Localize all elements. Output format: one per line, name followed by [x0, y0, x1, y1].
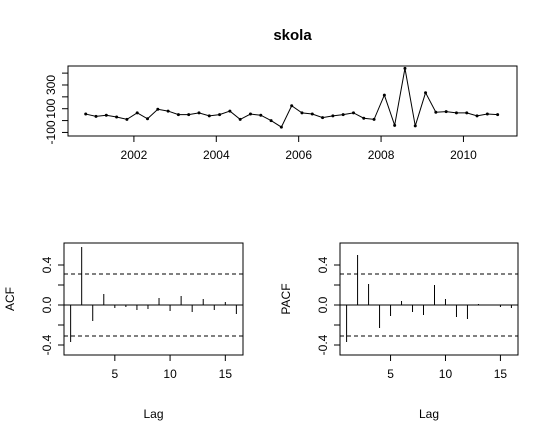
chart-title: skola [273, 27, 312, 44]
data-point [238, 117, 242, 121]
data-point [331, 114, 335, 118]
data-point [279, 125, 283, 129]
data-point [496, 113, 500, 117]
data-point [156, 107, 160, 111]
data-point [444, 110, 448, 114]
data-point [248, 112, 252, 116]
data-point [94, 114, 98, 118]
data-point [424, 91, 428, 95]
data-point [269, 119, 273, 123]
time-series-panel: 2002 2004 2006 2008 2010 -100 100 300 skola [44, 27, 518, 162]
data-point [84, 112, 88, 116]
y-axis-label: ACF [3, 287, 17, 311]
data-point [166, 109, 170, 113]
data-point [228, 109, 232, 113]
y-tick-label: 0.0 [40, 296, 54, 313]
data-point [465, 111, 469, 115]
y-axis-label: PACF [279, 283, 293, 314]
data-point [372, 117, 376, 121]
data-point [362, 116, 366, 120]
y-tick-label: 300 [44, 75, 58, 95]
data-point [104, 113, 108, 117]
x-axis-label: Lag [419, 407, 439, 421]
plot-frame [339, 242, 519, 356]
data-point [259, 113, 263, 117]
data-point [218, 113, 222, 117]
data-point [454, 111, 458, 115]
y-tick-label: -0.4 [40, 334, 54, 355]
data-point [413, 124, 417, 128]
data-point [341, 113, 345, 117]
y-tick-label: -100 [44, 120, 58, 144]
data-point [321, 116, 325, 120]
acf-panel: 5 10 15 -0.4 0.0 0.4 Lag ACF [3, 242, 244, 421]
x-tick-label: 2006 [285, 148, 312, 162]
y-tick-label: 100 [44, 98, 58, 118]
x-tick-label: 15 [219, 367, 233, 381]
data-point [403, 66, 407, 70]
plot-frame [63, 242, 244, 356]
data-point [207, 114, 211, 118]
y-tick-label: 0.4 [316, 256, 330, 273]
data-point [176, 113, 180, 117]
data-point [125, 117, 129, 121]
x-tick-label: 5 [387, 367, 394, 381]
data-point [475, 114, 479, 118]
x-tick-label: 2004 [203, 148, 230, 162]
data-point [434, 110, 438, 114]
data-point [135, 111, 139, 115]
x-tick-label: 10 [439, 367, 453, 381]
x-tick-label: 5 [111, 367, 118, 381]
y-tick-label: 0.4 [40, 256, 54, 273]
x-axis-label: Lag [143, 407, 163, 421]
data-point [187, 113, 191, 117]
x-tick-label: 2008 [368, 148, 395, 162]
data-point [115, 115, 119, 119]
data-point [393, 123, 397, 127]
x-tick-label: 2002 [121, 148, 148, 162]
data-point [300, 111, 304, 115]
data-point [382, 93, 386, 97]
y-tick-label: -0.4 [316, 334, 330, 355]
data-point [485, 112, 489, 116]
plot-frame [67, 65, 518, 137]
x-tick-label: 10 [163, 367, 177, 381]
x-tick-label: 15 [494, 367, 508, 381]
data-point [146, 117, 150, 121]
data-point [197, 111, 201, 115]
x-tick-label: 2010 [450, 148, 477, 162]
data-point [351, 111, 355, 115]
data-point [310, 112, 314, 116]
data-point [290, 104, 294, 108]
y-tick-label: 0.0 [316, 296, 330, 313]
pacf-panel: 5 10 15 -0.4 0.0 0.4 Lag PACF [279, 242, 519, 421]
